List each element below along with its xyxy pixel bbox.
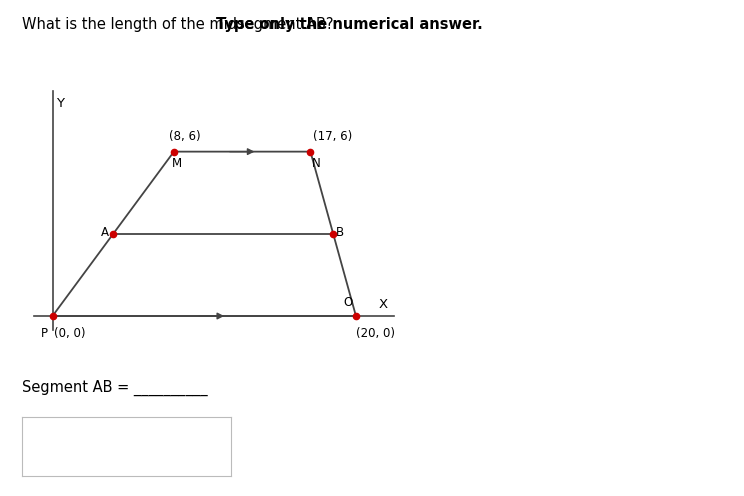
Text: M: M [173, 157, 182, 170]
Text: Type only the numerical answer.: Type only the numerical answer. [216, 17, 483, 32]
Text: B: B [336, 226, 344, 239]
Text: (20, 0): (20, 0) [356, 327, 395, 340]
Text: (17, 6): (17, 6) [313, 130, 353, 143]
Text: Segment AB = __________: Segment AB = __________ [22, 379, 208, 396]
Text: Y: Y [56, 97, 63, 110]
Text: O: O [344, 296, 353, 309]
Text: X: X [379, 298, 388, 310]
Text: A: A [100, 226, 109, 239]
Text: (0, 0): (0, 0) [54, 327, 86, 340]
Text: N: N [312, 157, 321, 170]
Text: What is the length of the midsegment AB?: What is the length of the midsegment AB? [22, 17, 343, 32]
Text: P: P [41, 327, 48, 340]
Text: (8, 6): (8, 6) [170, 130, 201, 143]
